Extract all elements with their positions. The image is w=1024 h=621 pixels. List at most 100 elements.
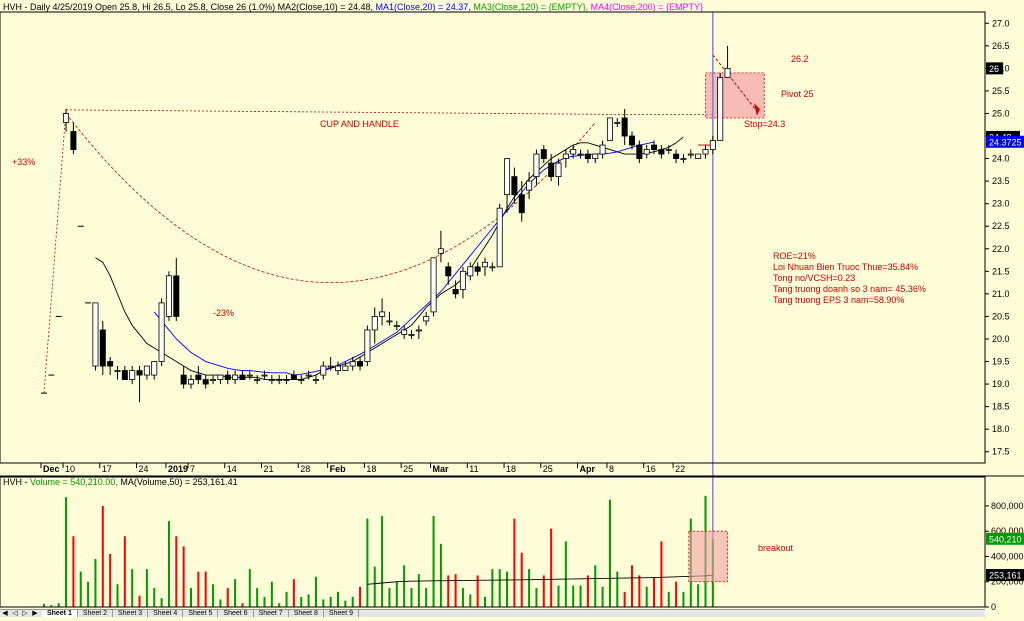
candle-body — [70, 131, 77, 150]
volume-ma-badge: 253,161 — [989, 571, 1022, 581]
breakout-box — [688, 530, 728, 583]
price-y-tick-label: 26.5 — [992, 41, 1010, 51]
volume-y-tick-label: 600,000 — [991, 526, 1024, 536]
sheet-tab-bar: ◀ ◁ ▷ ▶ Sheet 1 Sheet 2 Sheet 3 Sheet 4 Sheet 5… — [0, 609, 985, 617]
candle-body — [195, 374, 202, 380]
target-arrow-head — [753, 102, 760, 116]
price-panel-frame — [0, 11, 986, 464]
rally-line — [43, 108, 67, 394]
last-price-badge-bg — [986, 62, 1004, 75]
candle-body — [254, 379, 261, 381]
candle-body — [107, 361, 114, 367]
tab-nav-last[interactable]: ▶ — [32, 610, 38, 617]
price-y-tick-label: 18.0 — [992, 424, 1010, 434]
candle-body — [724, 67, 731, 78]
candle-body — [401, 329, 408, 335]
candle-body — [577, 153, 584, 156]
price-header: HVH - Daily 4/25/2019 Open 25.8, Hi 26.5… — [3, 2, 703, 12]
price-y-tick-label: 25.5 — [992, 86, 1010, 96]
tab-nav-prev[interactable]: ◁ — [12, 610, 18, 617]
candle-body — [526, 180, 533, 191]
price-y-tick-label: 24.0 — [992, 154, 1010, 164]
x-tick-label: 11 — [469, 464, 478, 474]
fundamental-line: ROE=21% — [773, 251, 816, 261]
x-tick-label: 7 — [190, 464, 195, 474]
x-tick-label: 24 — [139, 464, 149, 474]
candle-body — [467, 266, 474, 277]
x-tick-label: 25 — [543, 464, 553, 474]
candle-body — [357, 361, 364, 367]
candle-body — [92, 302, 99, 367]
candle-body — [364, 329, 371, 362]
tab-sheet-3[interactable]: Sheet 3 — [113, 610, 149, 617]
volume-y-tick-label: 400,000 — [991, 551, 1024, 561]
candle-body — [173, 275, 180, 317]
candle-body — [312, 379, 319, 381]
target-arrow-line — [712, 54, 758, 112]
resistance-line — [66, 109, 610, 115]
tab-nav-next[interactable]: ▷ — [22, 610, 28, 617]
target-box — [705, 72, 765, 119]
candle-body — [504, 158, 511, 196]
price-y-tick-label: 23.0 — [992, 199, 1010, 209]
candle-body — [121, 370, 128, 380]
candle-body — [165, 275, 172, 317]
tab-nav-first[interactable]: ◀ — [2, 610, 8, 617]
tab-sheet-2[interactable]: Sheet 2 — [78, 610, 113, 617]
volume-ma-badge-bg — [986, 569, 1024, 582]
candle-body — [114, 370, 121, 372]
candle-body — [665, 149, 672, 151]
candle-body — [342, 365, 349, 371]
breakout-label: breakout — [758, 543, 794, 553]
price-y-tick-label: 19.5 — [992, 357, 1010, 367]
last-volume-badge-bg — [986, 532, 1024, 545]
tab-sheet-4[interactable]: Sheet 4 — [148, 610, 184, 617]
fundamental-line: Loi Nhuan Bien Truoc Thue=35.84% — [773, 262, 918, 272]
candle-body — [393, 325, 400, 327]
tab-sheet-8[interactable]: Sheet 8 — [289, 610, 324, 617]
tab-sheet-5[interactable]: Sheet 5 — [183, 610, 219, 617]
candle-body — [658, 149, 665, 155]
candle-body — [334, 365, 341, 371]
fundamental-line: Tang truong EPS 3 nam=58.90% — [773, 295, 904, 305]
candle-body — [187, 379, 194, 385]
candle-body — [246, 374, 253, 377]
gain-label: +33% — [12, 157, 35, 167]
sheet-tabs: Sheet 1 Sheet 2 Sheet 3 Sheet 4 Sheet 5 Sheet… — [41, 610, 359, 617]
pivot-label: Pivot 25 — [781, 89, 814, 99]
tab-sheet-9[interactable]: Sheet 9 — [324, 610, 359, 617]
ma3-legend: MA3(Close,120) = {EMPTY}, — [473, 2, 589, 12]
ma1-legend: MA1(Close,20) = 24.37, — [375, 2, 471, 12]
candle-body — [702, 149, 709, 155]
tab-sheet-7[interactable]: Sheet 7 — [254, 610, 289, 617]
x-tick-label: 14 — [227, 464, 237, 474]
price-y-tick-label: 23.5 — [992, 176, 1010, 186]
candle-body — [636, 144, 643, 159]
tab-sheet-6[interactable]: Sheet 6 — [218, 610, 254, 617]
x-tick-label: Dec — [43, 464, 60, 474]
candle-body — [283, 379, 290, 381]
price-y-tick-label: 25.0 — [992, 108, 1010, 118]
ma20-badge-bg — [986, 135, 1024, 148]
tab-sheet-1[interactable]: Sheet 1 — [41, 610, 78, 617]
candle-body — [224, 374, 231, 380]
candle-body — [180, 374, 187, 385]
x-tick-label: 10 — [65, 464, 75, 474]
price-y-tick-label: 20.0 — [992, 334, 1010, 344]
candle-body — [276, 379, 283, 381]
drop-label: -23% — [213, 308, 234, 318]
candle-body — [151, 361, 158, 376]
candle-body — [327, 365, 334, 368]
candle-body — [349, 361, 356, 367]
candle-body — [232, 374, 239, 380]
candle-body — [239, 374, 246, 380]
candle-body — [687, 153, 694, 156]
candle-body — [614, 122, 621, 124]
candle-body — [651, 144, 658, 150]
candle-body — [320, 365, 327, 376]
candle-body — [489, 266, 496, 269]
candle-body — [562, 153, 569, 159]
candle-body — [481, 261, 488, 268]
price-y-tick-label: 21.5 — [992, 266, 1010, 276]
